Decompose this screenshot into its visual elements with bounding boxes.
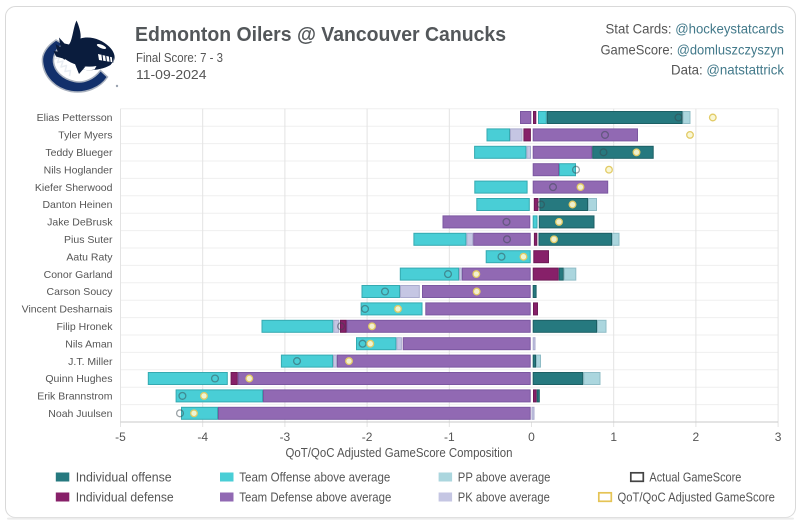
svg-text:Conor Garland: Conor Garland	[44, 269, 113, 281]
svg-text:Nils Hoglander: Nils Hoglander	[44, 164, 113, 176]
svg-text:Edmonton Oilers @ Vancouver Ca: Edmonton Oilers @ Vancouver Canucks	[135, 24, 506, 46]
svg-text:Team Offense above average: Team Offense above average	[239, 469, 390, 484]
svg-text:PK above average: PK above average	[458, 489, 550, 504]
svg-text:J.T. Miller: J.T. Miller	[68, 356, 113, 368]
svg-text:Pius Suter: Pius Suter	[64, 234, 113, 246]
svg-text:Individual defense: Individual defense	[76, 489, 174, 504]
svg-text:Kiefer Sherwood: Kiefer Sherwood	[35, 182, 113, 194]
svg-text:Stat Cards: @hockeystatcards: Stat Cards: @hockeystatcards	[606, 21, 785, 37]
svg-text:3: 3	[775, 430, 782, 444]
svg-text:Filip Hronek: Filip Hronek	[56, 321, 113, 333]
svg-text:Actual GameScore: Actual GameScore	[649, 469, 741, 484]
svg-text:-2: -2	[362, 430, 373, 444]
svg-text:QoT/QoC Adjusted GameScore Com: QoT/QoC Adjusted GameScore Composition	[286, 446, 513, 460]
svg-text:1: 1	[610, 430, 617, 444]
svg-text:Tyler Myers: Tyler Myers	[58, 130, 112, 142]
svg-text:Danton Heinen: Danton Heinen	[42, 199, 112, 211]
svg-text:-5: -5	[115, 430, 126, 444]
svg-text:Nils Aman: Nils Aman	[65, 338, 112, 350]
svg-text:Aatu Raty: Aatu Raty	[66, 251, 113, 263]
svg-text:11-09-2024: 11-09-2024	[136, 67, 207, 82]
svg-text:QoT/QoC Adjusted GameScore: QoT/QoC Adjusted GameScore	[618, 489, 775, 504]
svg-text:Jake DeBrusk: Jake DeBrusk	[47, 217, 113, 229]
svg-text:Erik Brannstrom: Erik Brannstrom	[37, 391, 113, 403]
svg-text:Elias Pettersson: Elias Pettersson	[37, 112, 113, 124]
svg-text:2: 2	[693, 430, 700, 444]
svg-text:Team Defense above average: Team Defense above average	[239, 489, 391, 504]
svg-text:GameScore: @domluszczyszyn: GameScore: @domluszczyszyn	[601, 42, 785, 58]
svg-text:-4: -4	[197, 430, 208, 444]
svg-text:-1: -1	[444, 430, 455, 444]
svg-text:Final Score: 7 - 3: Final Score: 7 - 3	[136, 50, 223, 65]
svg-text:-3: -3	[280, 430, 291, 444]
svg-text:PP above average: PP above average	[458, 469, 551, 484]
svg-text:Teddy Blueger: Teddy Blueger	[45, 147, 113, 159]
svg-text:Quinn Hughes: Quinn Hughes	[45, 373, 112, 385]
svg-text:Carson Soucy: Carson Soucy	[47, 286, 114, 298]
svg-text:Vincent Desharnais: Vincent Desharnais	[22, 304, 113, 316]
svg-text:Individual offense: Individual offense	[76, 469, 172, 484]
svg-text:0: 0	[528, 430, 535, 444]
svg-text:Data: @natstattrick: Data: @natstattrick	[671, 62, 785, 78]
svg-text:Noah Juulsen: Noah Juulsen	[48, 408, 112, 420]
